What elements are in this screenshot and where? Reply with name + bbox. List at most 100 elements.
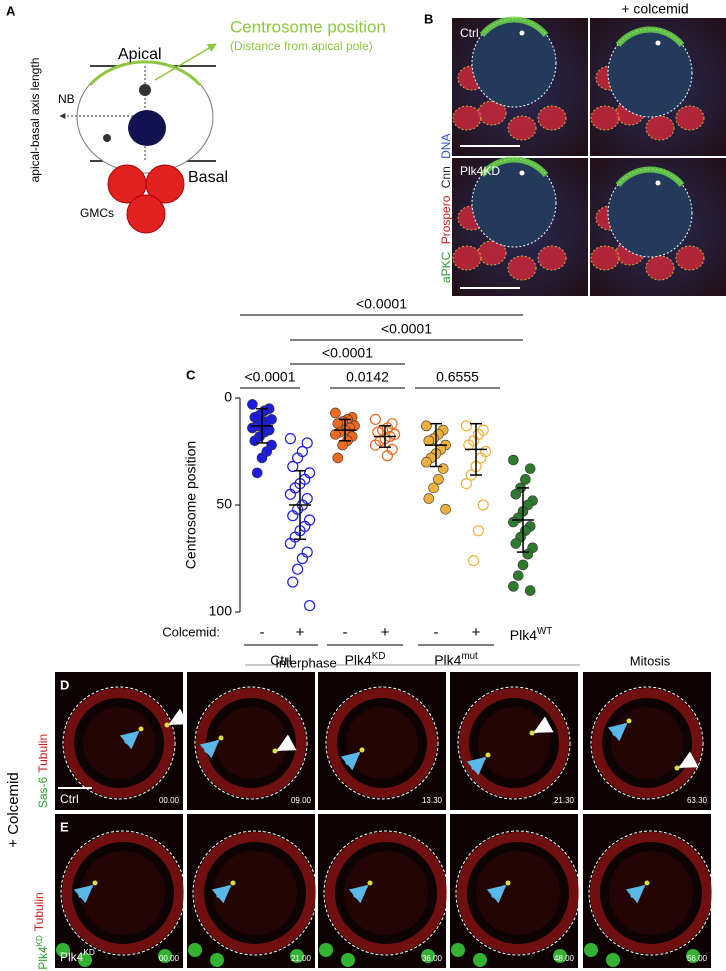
panel-letter: D	[60, 677, 69, 692]
data-point	[508, 581, 519, 592]
stain: Cnn	[439, 166, 453, 188]
centrosome	[529, 730, 535, 736]
cyan-arrow	[73, 884, 94, 904]
panel-letter: E	[60, 819, 69, 834]
data-point	[287, 510, 299, 522]
y-axis-label: Centrosome position	[183, 441, 199, 569]
pointer	[154, 43, 217, 81]
gmc-blob	[507, 115, 537, 141]
phase-label: Mitosis	[630, 653, 671, 668]
row-label: Plk4KD	[460, 164, 500, 178]
gmc-blob	[452, 245, 482, 271]
tubulin-haze	[81, 851, 165, 935]
data-point	[369, 413, 381, 425]
gmc-blob	[645, 255, 675, 281]
data-point	[330, 407, 341, 419]
p-value: <0.0001	[245, 369, 296, 385]
label-text: Ctrl	[270, 652, 292, 668]
cell-outline	[607, 28, 693, 118]
tubulin-ring	[592, 688, 702, 798]
side-label: + Colcemid	[5, 772, 22, 847]
tubulin-ring	[62, 832, 184, 954]
stain-labels: Plk4KD Tubulin	[32, 892, 50, 969]
centrosome	[138, 726, 144, 732]
cyan-arrow	[340, 751, 361, 771]
data-point	[480, 445, 492, 458]
data-point	[522, 548, 534, 560]
plk4-blob	[210, 953, 224, 967]
white-arrow	[168, 708, 189, 726]
data-point	[330, 429, 341, 440]
data-point	[440, 503, 451, 515]
cell-outline	[325, 686, 439, 800]
tubulin-ring	[327, 688, 437, 798]
p-value: 0.6555	[436, 369, 479, 385]
data-point	[512, 570, 524, 581]
data-point	[247, 399, 258, 410]
tubulin-ring	[590, 832, 712, 954]
centrosome	[359, 747, 365, 753]
plk4-blob	[584, 943, 598, 957]
cell-outline	[588, 830, 714, 956]
gmc-blob	[507, 255, 537, 281]
data-point	[301, 546, 313, 558]
apical-label: Apical	[118, 46, 162, 63]
plk4-blob	[606, 953, 620, 967]
tubulin-ring	[194, 832, 316, 954]
nucleus	[128, 110, 166, 146]
timestamp: 36.00	[422, 954, 443, 963]
colcemid-sign: +	[296, 624, 305, 641]
tubulin-haze	[478, 707, 550, 779]
plk4-blob	[451, 943, 465, 957]
centrosome	[519, 170, 525, 176]
cell-outline	[471, 18, 557, 108]
panel-a: A Centrosome position (Distance from api…	[6, 3, 386, 234]
cyan-arrow	[119, 730, 140, 750]
data-point	[421, 420, 432, 432]
stain-text: Plk4	[36, 946, 50, 970]
label: Plk4KD	[345, 651, 386, 668]
tubulin-haze	[611, 707, 683, 779]
timestamp: 09.00	[291, 796, 312, 805]
timestamp: 63.30	[687, 796, 708, 805]
label-sup: mut	[461, 651, 478, 662]
data-point	[287, 460, 299, 473]
cell-outline	[62, 686, 176, 800]
label-text: Plk4	[60, 950, 84, 964]
data-point	[304, 599, 316, 612]
data-point	[477, 499, 489, 511]
centrosome	[674, 765, 680, 771]
gmc-blob	[590, 245, 620, 271]
tubulin-haze	[215, 707, 287, 779]
basal-label: Basal	[188, 169, 228, 186]
centrosome	[92, 880, 98, 886]
data-point	[332, 452, 344, 464]
data-point	[249, 435, 261, 447]
nb-label: NB	[58, 92, 75, 106]
colcemid-label: Colcemid:	[162, 624, 220, 639]
centrosome	[230, 880, 236, 886]
gmc	[145, 164, 185, 204]
tubulin-haze	[609, 851, 693, 935]
timestamp: 21.30	[554, 796, 575, 805]
tubulin-haze	[346, 707, 418, 779]
colcemid-sign: -	[434, 624, 439, 641]
label-sup: KD	[83, 947, 95, 957]
cell-outline	[607, 168, 693, 258]
plk4-blob	[158, 949, 172, 963]
stain-labels: aPKC Prospero Cnn DNA	[439, 134, 453, 283]
gmc-blob	[452, 105, 482, 131]
diagram-title: Centrosome position	[230, 17, 386, 36]
plk4-blob	[553, 949, 567, 963]
gmc-blob	[537, 245, 567, 271]
data-point	[381, 450, 393, 462]
cyan-arrow	[625, 884, 646, 904]
cyan-arrow	[211, 884, 232, 904]
stain: Prospero	[439, 195, 453, 244]
gmc-blob	[537, 105, 567, 131]
centrosome	[164, 722, 170, 728]
data-point	[421, 456, 432, 468]
data-point	[524, 585, 536, 596]
cyan-arrow	[466, 756, 487, 776]
data-point	[423, 435, 435, 447]
